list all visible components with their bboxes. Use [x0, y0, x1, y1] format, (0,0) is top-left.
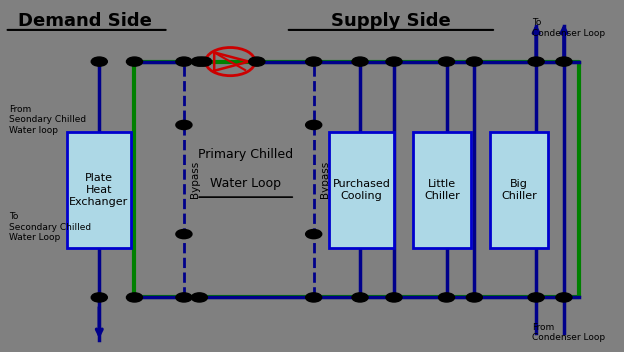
- FancyBboxPatch shape: [490, 132, 548, 248]
- Text: To
Condenser Loop: To Condenser Loop: [532, 18, 605, 38]
- FancyBboxPatch shape: [67, 132, 132, 248]
- Text: From
Seondary Chilled 
Water loop: From Seondary Chilled Water loop: [9, 105, 89, 134]
- Text: Bypass: Bypass: [190, 161, 200, 198]
- Circle shape: [439, 57, 454, 66]
- Circle shape: [91, 293, 107, 302]
- Circle shape: [249, 57, 265, 66]
- Circle shape: [176, 120, 192, 130]
- Circle shape: [196, 57, 212, 66]
- Circle shape: [306, 230, 322, 239]
- Circle shape: [466, 57, 482, 66]
- Circle shape: [386, 57, 402, 66]
- Circle shape: [176, 293, 192, 302]
- Text: Plate
Heat
Exchanger: Plate Heat Exchanger: [69, 174, 129, 207]
- Circle shape: [352, 57, 368, 66]
- Circle shape: [306, 57, 322, 66]
- Text: To
Secondary Chilled 
Water Loop: To Secondary Chilled Water Loop: [9, 212, 94, 242]
- Text: Supply Side: Supply Side: [331, 12, 451, 30]
- Circle shape: [192, 293, 207, 302]
- Circle shape: [306, 293, 322, 302]
- Text: Big
Chiller: Big Chiller: [501, 179, 537, 201]
- Text: Primary Chilled: Primary Chilled: [198, 149, 293, 161]
- Circle shape: [528, 293, 544, 302]
- Circle shape: [306, 120, 322, 130]
- Circle shape: [127, 57, 142, 66]
- Circle shape: [386, 293, 402, 302]
- Circle shape: [439, 293, 454, 302]
- Text: Purchased
Cooling: Purchased Cooling: [333, 179, 391, 201]
- Circle shape: [352, 293, 368, 302]
- Circle shape: [127, 293, 142, 302]
- FancyBboxPatch shape: [329, 132, 394, 248]
- Circle shape: [528, 57, 544, 66]
- Circle shape: [192, 57, 207, 66]
- Circle shape: [176, 230, 192, 239]
- Circle shape: [466, 293, 482, 302]
- Text: Bypass: Bypass: [320, 161, 330, 198]
- FancyBboxPatch shape: [412, 132, 471, 248]
- Circle shape: [556, 57, 572, 66]
- Circle shape: [176, 57, 192, 66]
- Text: Water Loop: Water Loop: [210, 177, 281, 189]
- Circle shape: [556, 293, 572, 302]
- Text: From
Condenser Loop: From Condenser Loop: [532, 323, 605, 342]
- Circle shape: [91, 57, 107, 66]
- Text: Demand Side: Demand Side: [18, 12, 152, 30]
- Text: Little
Chiller: Little Chiller: [424, 179, 460, 201]
